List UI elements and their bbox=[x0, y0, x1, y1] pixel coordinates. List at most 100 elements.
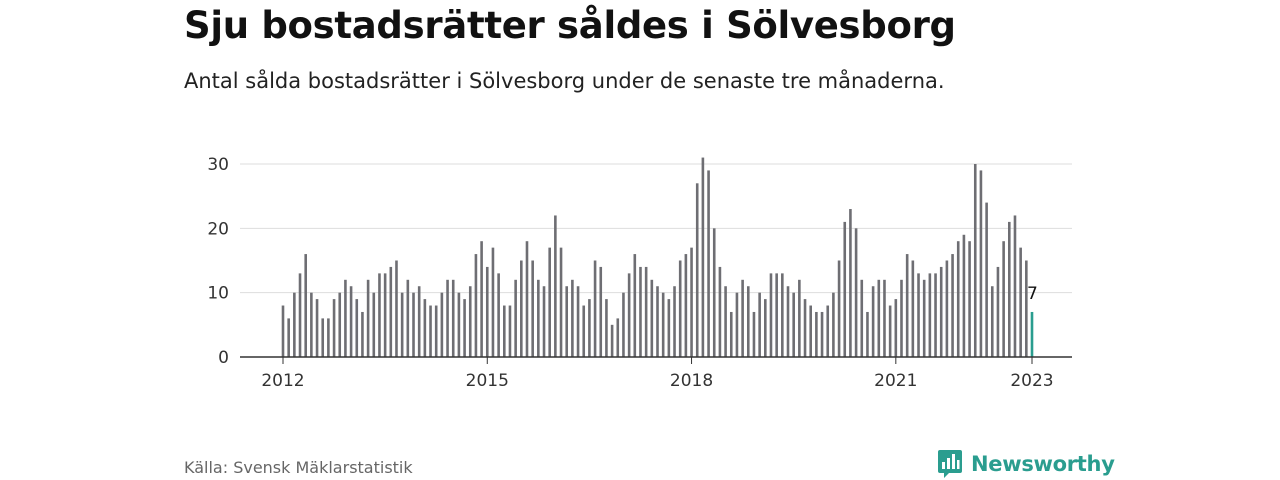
bar bbox=[389, 266, 393, 357]
bar bbox=[1002, 241, 1005, 357]
source-note: Källa: Svensk Mäklarstatistik bbox=[184, 458, 413, 477]
bar bbox=[905, 254, 909, 357]
bar bbox=[531, 260, 534, 357]
bar bbox=[673, 286, 676, 357]
bar bbox=[491, 247, 495, 357]
bar bbox=[973, 164, 977, 357]
bar bbox=[741, 279, 744, 357]
y-tick-label: 10 bbox=[207, 284, 229, 304]
newsworthy-logo: Newsworthy bbox=[937, 449, 1115, 479]
bar bbox=[661, 292, 665, 357]
bar bbox=[622, 292, 625, 357]
bar bbox=[690, 247, 693, 357]
bar bbox=[610, 324, 614, 357]
highlight-value-label: 7 bbox=[1027, 284, 1038, 304]
x-tick-label: 2015 bbox=[466, 371, 509, 391]
bar bbox=[996, 266, 1000, 357]
bar bbox=[860, 279, 864, 357]
bar bbox=[764, 299, 767, 357]
bar bbox=[639, 266, 642, 357]
bar bbox=[888, 305, 892, 357]
y-tick-label: 30 bbox=[207, 155, 229, 175]
bar bbox=[809, 305, 812, 357]
y-tick-label: 0 bbox=[218, 348, 229, 368]
bar bbox=[798, 279, 801, 357]
bar bbox=[900, 279, 903, 357]
bar bbox=[746, 286, 750, 357]
bar bbox=[383, 273, 387, 357]
bar bbox=[338, 292, 342, 357]
bar bbox=[525, 241, 529, 357]
bar bbox=[344, 279, 347, 357]
bar bbox=[298, 273, 302, 357]
bar bbox=[792, 292, 795, 357]
bar bbox=[508, 305, 512, 357]
bar bbox=[968, 241, 971, 357]
bar bbox=[633, 254, 637, 357]
bar bbox=[985, 202, 988, 357]
bar bbox=[695, 183, 699, 357]
bar bbox=[457, 292, 461, 357]
bar bbox=[327, 318, 330, 357]
bar bbox=[832, 292, 835, 357]
chart-subtitle: Antal sålda bostadsrätter i Sölvesborg u… bbox=[184, 69, 945, 93]
x-tick-label: 2012 bbox=[261, 371, 304, 391]
bar bbox=[423, 299, 427, 357]
bar bbox=[599, 266, 603, 357]
bar bbox=[349, 286, 353, 357]
bar bbox=[911, 260, 915, 357]
bar bbox=[485, 266, 489, 357]
bar bbox=[667, 299, 671, 357]
bar bbox=[729, 311, 733, 357]
bar bbox=[724, 286, 727, 357]
bar bbox=[605, 299, 608, 357]
bar bbox=[332, 299, 336, 357]
bar bbox=[520, 260, 523, 357]
bar bbox=[752, 311, 756, 357]
bar bbox=[537, 279, 540, 357]
bar bbox=[815, 311, 818, 357]
bar bbox=[803, 299, 807, 357]
bar bbox=[951, 254, 954, 357]
bar bbox=[769, 273, 773, 357]
bar bbox=[372, 292, 376, 357]
bar bbox=[758, 292, 761, 357]
bar bbox=[576, 286, 580, 357]
bar bbox=[293, 292, 296, 357]
bar bbox=[1008, 221, 1011, 357]
bar bbox=[571, 279, 574, 357]
bar bbox=[588, 299, 591, 357]
bar bbox=[786, 286, 790, 357]
bar bbox=[463, 299, 466, 357]
bar bbox=[548, 247, 551, 357]
bar bbox=[559, 247, 563, 357]
bar bbox=[361, 311, 364, 357]
bar bbox=[582, 305, 586, 357]
bar bbox=[843, 221, 847, 357]
bar bbox=[990, 286, 994, 357]
bar bbox=[315, 299, 319, 357]
bar bbox=[451, 279, 455, 357]
x-tick-label: 2023 bbox=[1010, 371, 1053, 391]
bar bbox=[866, 311, 869, 357]
bar bbox=[837, 260, 841, 357]
bar bbox=[434, 305, 438, 357]
bar bbox=[1025, 260, 1028, 357]
bar bbox=[378, 273, 381, 357]
bar bbox=[429, 305, 432, 357]
bar bbox=[554, 215, 557, 357]
bar bbox=[593, 260, 597, 357]
bar bbox=[503, 305, 506, 357]
bar bbox=[894, 299, 898, 357]
y-tick-label: 20 bbox=[207, 219, 229, 239]
bar bbox=[854, 228, 858, 357]
bar bbox=[366, 279, 370, 357]
bar bbox=[542, 286, 546, 357]
bar bbox=[922, 279, 926, 357]
bar bbox=[826, 305, 830, 357]
bar bbox=[395, 260, 398, 357]
bar bbox=[775, 273, 778, 357]
bar bbox=[1013, 215, 1017, 357]
bar bbox=[718, 266, 722, 357]
bar bbox=[849, 209, 852, 357]
